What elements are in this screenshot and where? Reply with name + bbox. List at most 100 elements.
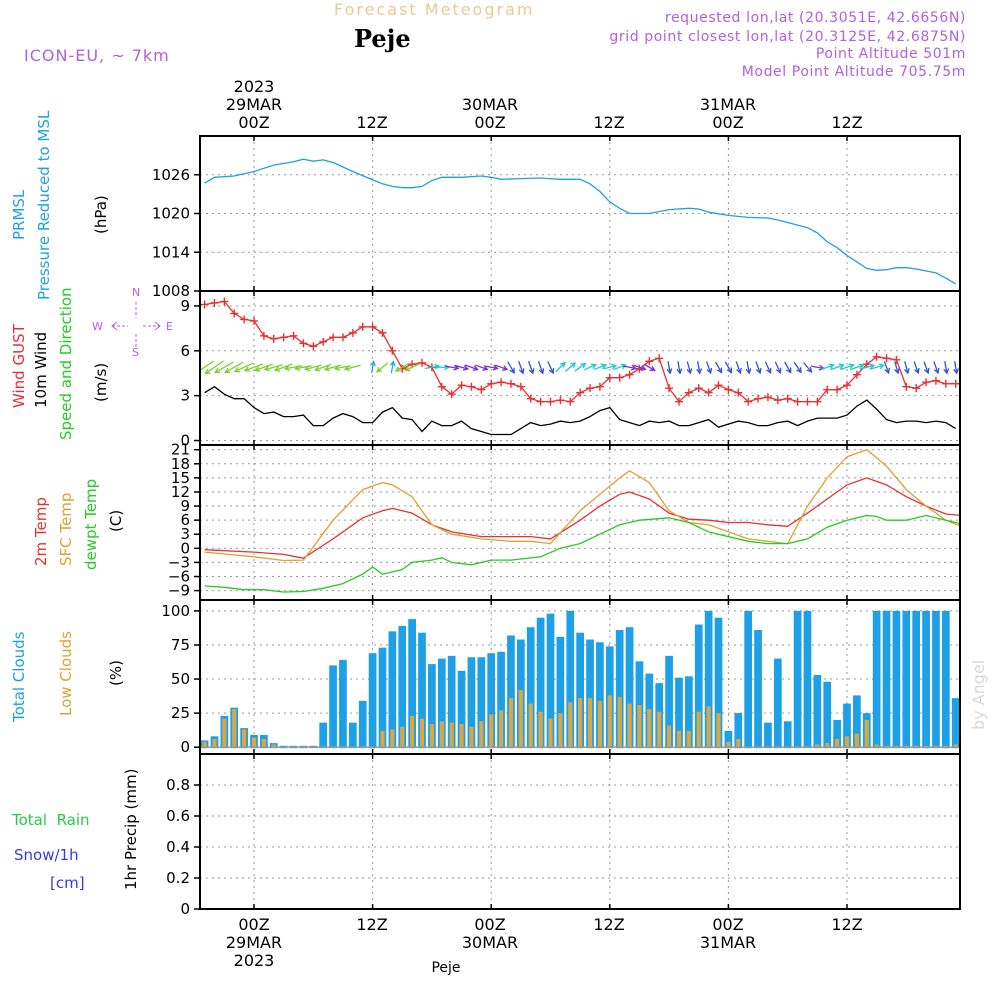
wind-arrow — [583, 363, 598, 371]
wind-arrow — [903, 361, 910, 375]
wind-arrow-head — [214, 367, 221, 374]
wind-arrow — [764, 361, 772, 374]
wind-arrow-shaft — [390, 361, 395, 374]
wind-arrow — [214, 361, 234, 374]
wind-arrow-head — [273, 366, 281, 372]
low-cloud-bar — [627, 703, 632, 749]
gust-marker — [250, 316, 258, 325]
wind-arrow-shaft — [370, 361, 375, 374]
wind-arrow-head — [369, 360, 376, 367]
total-cloud-bar — [437, 658, 446, 749]
wind-arrow-shaft — [933, 361, 939, 374]
wind-arrow-head — [253, 366, 261, 372]
low-cloud-bar — [429, 724, 434, 749]
gust-marker — [803, 397, 812, 406]
wind-arrow-shaft — [697, 361, 701, 374]
pressure-label: Pressure Reduced to MSL — [35, 110, 53, 300]
wind-arrow — [564, 362, 577, 372]
wind-arrow-shaft — [405, 363, 420, 371]
wind-arrow-shaft — [315, 363, 332, 371]
wind-arrow-shaft — [850, 364, 864, 371]
gust-marker — [615, 373, 624, 382]
low-cloud-bar — [844, 736, 850, 749]
wind-arrow-shaft — [494, 364, 508, 371]
wind-arrow-shaft — [264, 364, 283, 371]
watermark: by Angel — [969, 660, 988, 730]
gust-marker — [931, 376, 940, 385]
wind-arrow — [623, 364, 638, 371]
compass-w: W — [92, 320, 103, 333]
total-cloud-bar — [388, 631, 397, 749]
low-cloud-bar — [548, 718, 553, 749]
total-cloud-bar — [685, 676, 693, 749]
low-cloud-bar — [637, 704, 642, 749]
low-cloud-bar — [667, 725, 672, 749]
bottom-axis-date: 30MAR — [462, 933, 518, 952]
low-cloud-bar — [558, 713, 563, 749]
wind-arrow-head — [666, 368, 673, 375]
total-cloud-bar — [507, 635, 515, 749]
sfc-label: SFC Temp — [57, 493, 75, 566]
wind-arrow — [537, 361, 545, 375]
pressure-data — [204, 158, 957, 285]
wind-arrow — [714, 361, 723, 374]
gust-marker — [418, 358, 427, 367]
wind-arrow — [869, 363, 886, 370]
wind-arrow-shaft — [803, 362, 812, 373]
wind-arrow — [527, 361, 535, 375]
low-cloud-bar — [953, 744, 958, 749]
wind-arrow — [475, 364, 489, 371]
low-cloud-bar — [508, 698, 514, 749]
wind-arrow — [518, 361, 525, 375]
gridpoint-coords: grid point closest lon,lat (20.3125E, 42… — [609, 29, 966, 45]
wind-arrow — [507, 361, 515, 374]
wind-arrow-head — [204, 368, 211, 375]
bottom-axis-hour: 00Z — [474, 915, 505, 934]
top-axis-hour: 00Z — [712, 113, 743, 132]
total-cloud-bar — [408, 619, 416, 749]
low-cloud-bar — [676, 730, 682, 749]
point-altitude: Point Altitude 501m — [815, 46, 966, 62]
total-cloud-bar — [319, 722, 328, 749]
gust-marker — [922, 378, 931, 387]
wind-arrow-shaft — [686, 361, 692, 374]
gust-marker — [240, 315, 249, 324]
total-cloud-bar — [932, 610, 940, 749]
gust-marker — [368, 322, 377, 331]
y-tick-label: 9 — [180, 497, 190, 515]
low-cloud-bar — [222, 718, 227, 749]
wind-arrow — [224, 361, 244, 374]
gust-marker — [269, 334, 278, 343]
compass-s: S — [132, 346, 139, 359]
wind-arrow — [343, 364, 361, 372]
gust-marker — [210, 298, 219, 307]
wind-arrow — [394, 363, 409, 372]
wind-arrow-shaft — [214, 361, 234, 374]
gust-marker — [951, 379, 960, 388]
gust-marker — [388, 346, 397, 355]
gust-marker — [536, 397, 545, 406]
low-cloud-bar — [597, 700, 602, 749]
gust-marker — [378, 328, 387, 337]
wind-arrow-shaft — [234, 362, 254, 373]
wind-arrow-head — [640, 365, 647, 371]
wind-arrow-shaft — [840, 364, 854, 371]
gust-marker — [487, 379, 496, 388]
wind-arrow-shaft — [475, 364, 488, 371]
total-cloud-bar — [487, 653, 496, 749]
wind-arrow-head — [462, 365, 470, 371]
wind-arrow — [376, 362, 389, 373]
gust-marker — [595, 382, 604, 391]
wind-arrow — [666, 361, 673, 375]
wind-arrow-head — [433, 363, 441, 370]
wind-arrow-shaft — [424, 365, 439, 370]
wind-arrow-head — [472, 365, 479, 371]
wind-arrow — [593, 363, 608, 371]
wind-arrow — [369, 360, 376, 374]
wind-arrow — [933, 361, 940, 375]
wind-arrow-head — [755, 367, 762, 375]
y-tick-label: 0.6 — [166, 807, 190, 825]
wind-arrow — [389, 360, 396, 374]
gust-label: Wind GUST — [10, 323, 28, 408]
